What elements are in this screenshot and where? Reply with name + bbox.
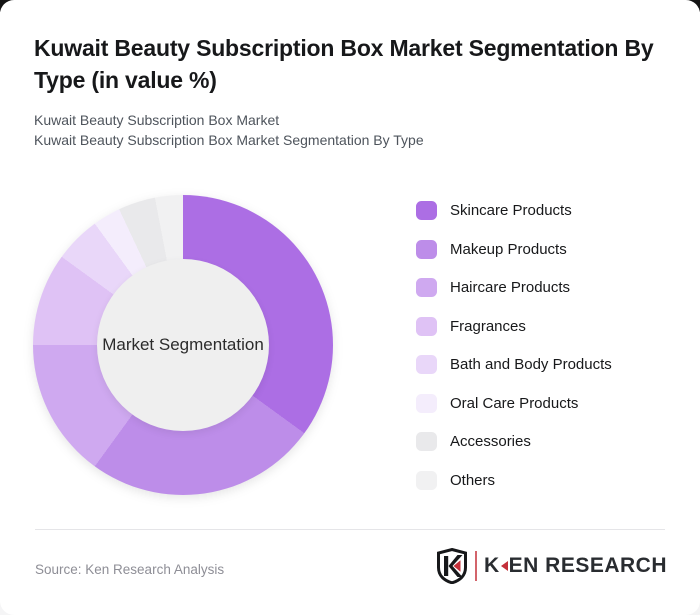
red-arrow-icon — [500, 561, 508, 571]
legend-item-fragrances[interactable]: Fragrances — [416, 316, 612, 337]
subtitle-line-2: Kuwait Beauty Subscription Box Market Se… — [34, 131, 424, 148]
legend-label: Oral Care Products — [450, 394, 579, 412]
legend-item-bath-body[interactable]: Bath and Body Products — [416, 354, 612, 375]
legend-swatch-icon — [416, 278, 437, 297]
legend-label: Makeup Products — [450, 240, 567, 258]
legend-item-haircare[interactable]: Haircare Products — [416, 277, 612, 298]
chart-title: Kuwait Beauty Subscription Box Market Se… — [34, 35, 654, 93]
legend: Skincare Products Makeup Products Hairca… — [416, 200, 612, 491]
source-text: Source: Ken Research Analysis — [35, 562, 225, 577]
legend-swatch-icon — [416, 393, 437, 413]
logo-shield-icon — [436, 548, 467, 584]
legend-item-makeup[interactable]: Makeup Products — [416, 239, 612, 260]
legend-swatch-icon — [416, 432, 437, 451]
legend-item-skincare[interactable]: Skincare Products — [416, 200, 612, 221]
legend-swatch-icon — [416, 470, 437, 490]
footer-divider — [35, 529, 665, 530]
legend-item-accessories[interactable]: Accessories — [416, 431, 612, 452]
legend-item-oral-care[interactable]: Oral Care Products — [416, 393, 612, 414]
donut-center-label: Market Segmentation — [102, 335, 264, 354]
logo-wordmark: K EN RESEARCH — [484, 554, 667, 578]
legend-swatch-icon — [416, 316, 437, 336]
ken-research-logo: K EN RESEARCH — [436, 545, 667, 587]
donut-center: Market Segmentation — [97, 259, 269, 431]
legend-label: Skincare Products — [450, 202, 572, 219]
legend-label: Accessories — [450, 433, 531, 450]
legend-item-others[interactable]: Others — [416, 470, 612, 491]
legend-label: Fragrances — [450, 317, 526, 335]
logo-separator — [474, 551, 477, 581]
subtitle-line-1: Kuwait Beauty Subscription Box Market — [34, 112, 280, 128]
logo-letter-k: K — [483, 554, 500, 577]
chart-subtitle: Kuwait Beauty Subscription Box Market Ku… — [34, 111, 654, 150]
legend-swatch-icon — [416, 239, 437, 259]
legend-swatch-icon — [416, 355, 437, 374]
legend-label: Bath and Body Products — [450, 356, 612, 373]
logo-wordmark-rest: EN RESEARCH — [508, 554, 667, 577]
legend-label: Others — [450, 471, 496, 489]
legend-swatch-icon — [416, 201, 437, 220]
legend-label: Haircare Products — [450, 279, 571, 296]
donut-chart[interactable]: Market Segmentation — [33, 195, 333, 495]
